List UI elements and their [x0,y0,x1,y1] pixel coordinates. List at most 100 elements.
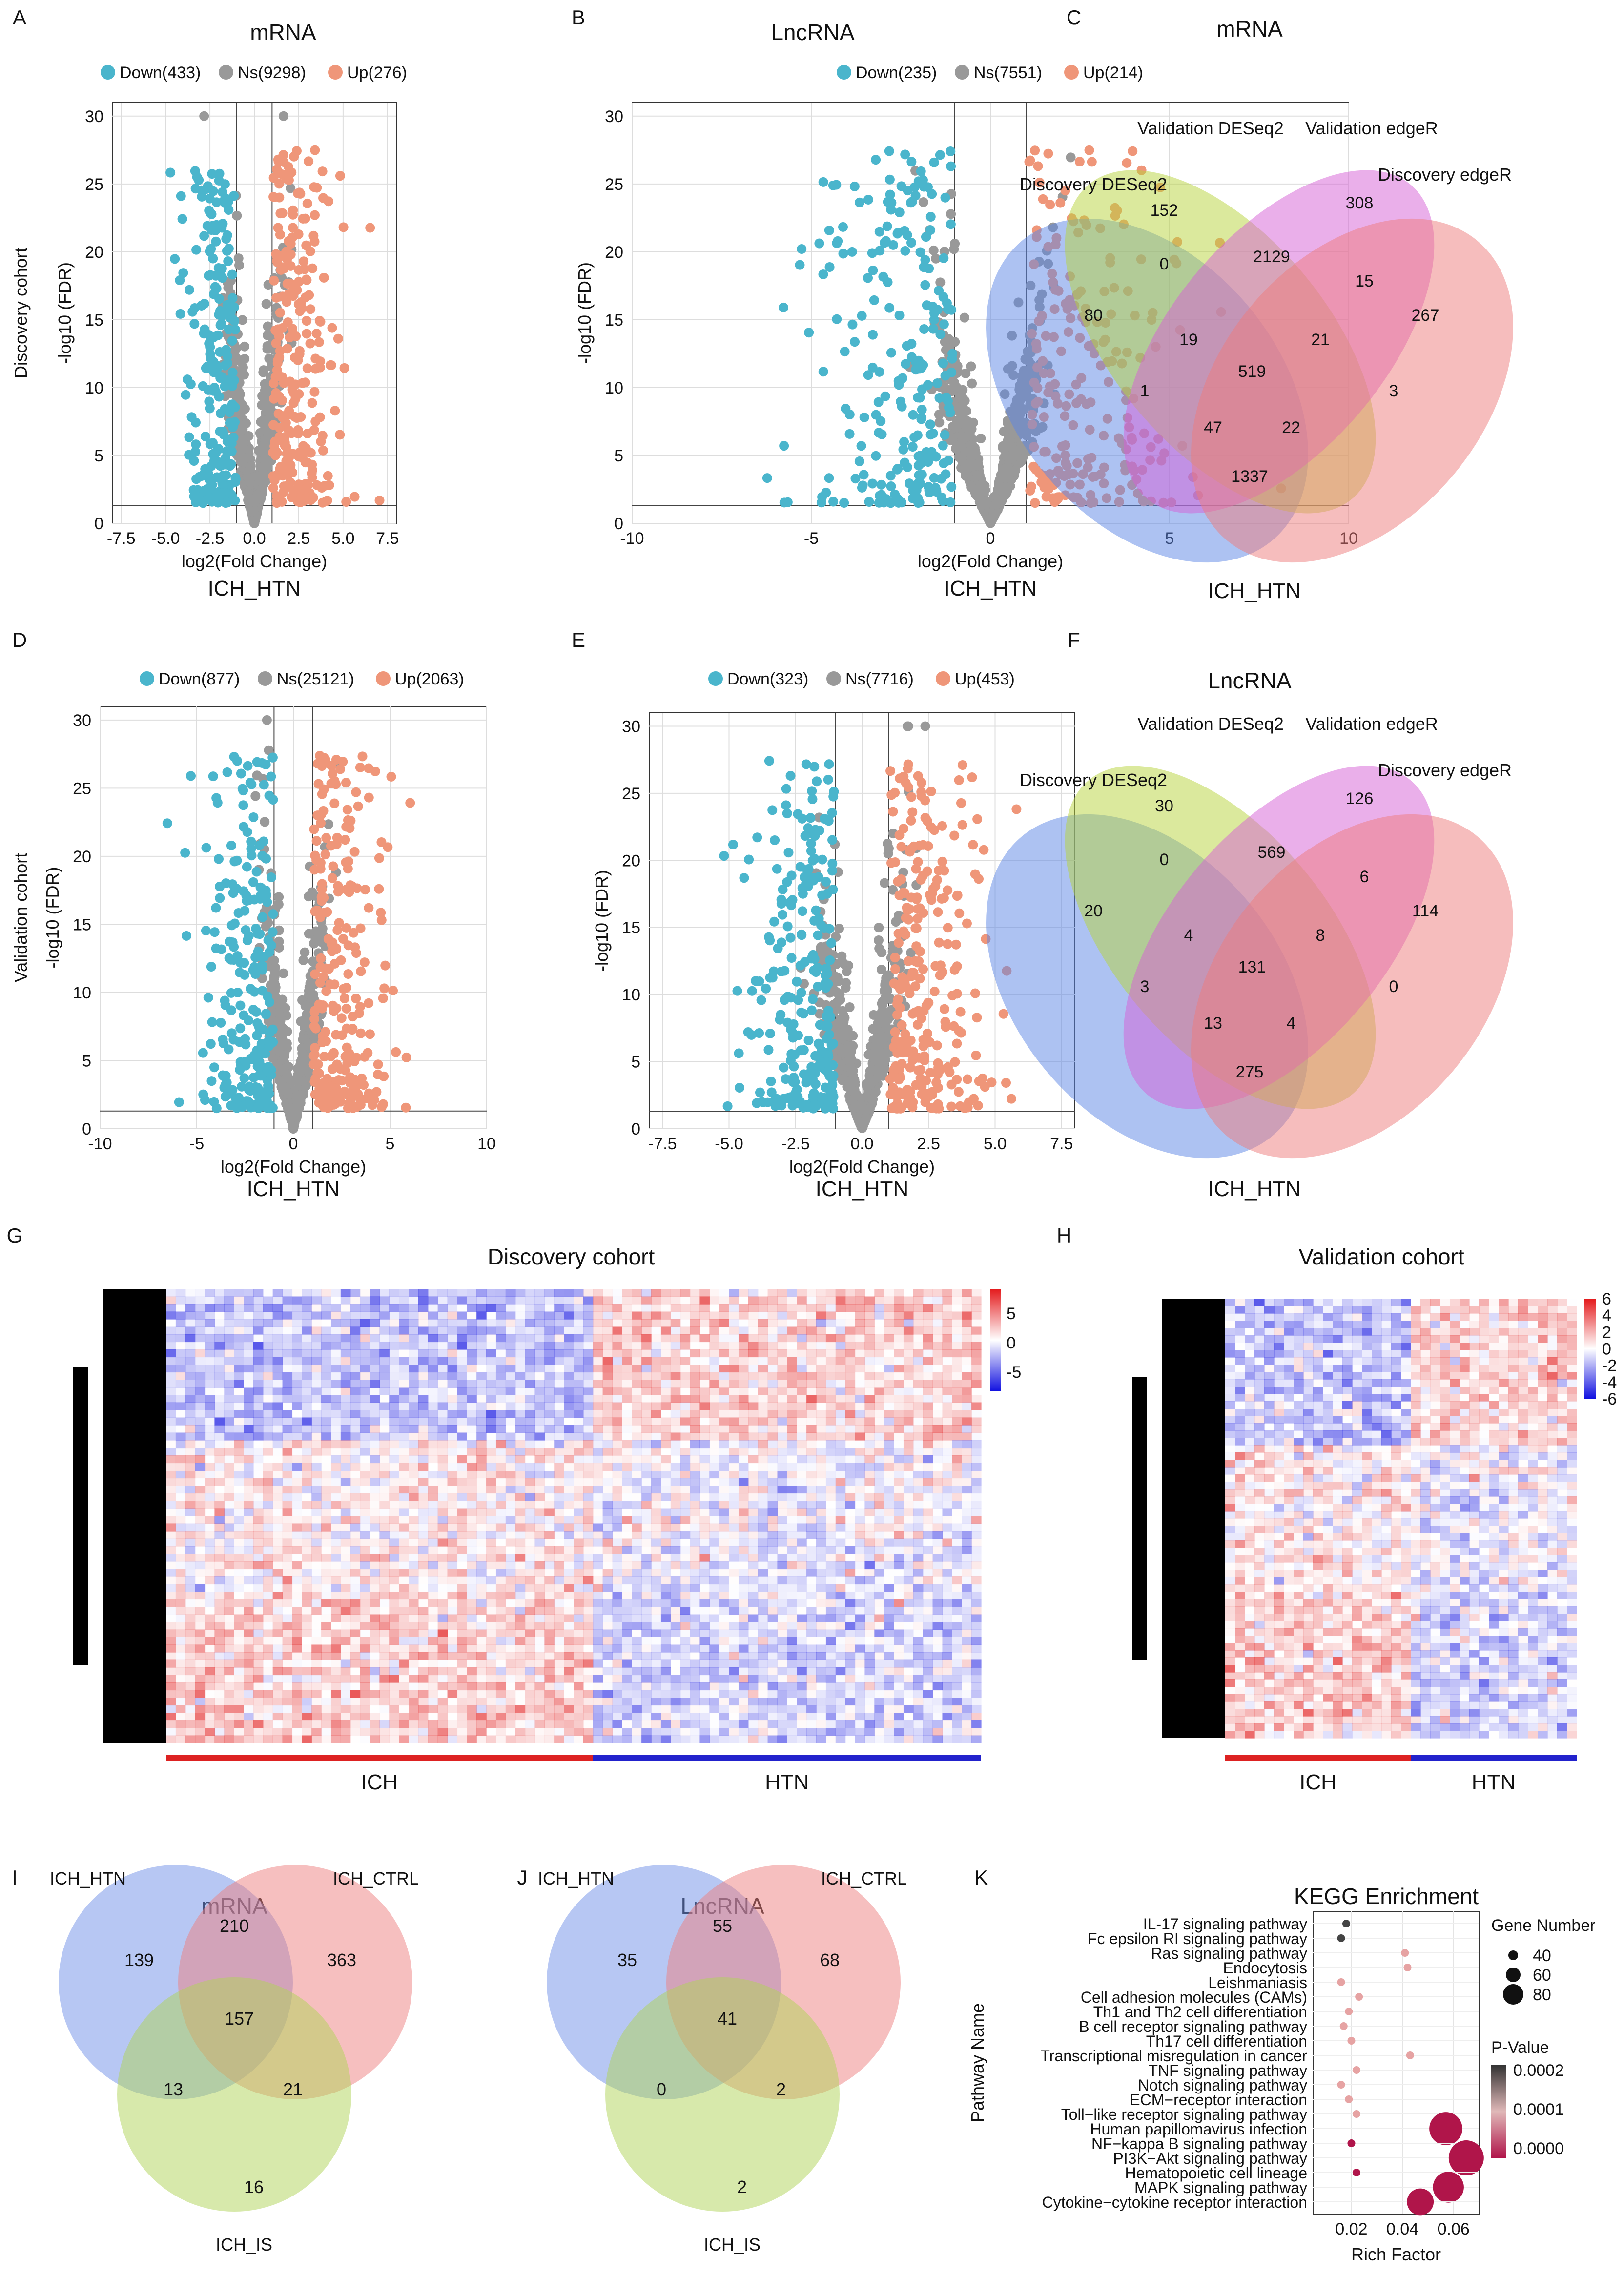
data-point [242,862,252,872]
data-point [927,189,937,199]
data-point [801,1076,811,1086]
data-point [782,921,793,932]
data-point [764,756,774,766]
data-point [863,370,873,380]
data-point [248,812,259,822]
data-point [271,388,281,398]
data-point [847,319,858,330]
data-point [207,1017,217,1027]
x-tick-label: -7.5 [648,1135,677,1153]
data-point [291,413,302,423]
data-point [962,416,972,426]
data-point [206,962,216,972]
data-point [334,918,344,928]
data-point [401,1052,411,1062]
data-point [181,390,191,400]
data-point [214,175,224,186]
data-point [959,312,969,323]
data-point [310,353,321,364]
data-point [907,196,918,207]
data-point [306,304,316,314]
data-point [920,255,930,265]
data-point [373,1069,383,1079]
data-point [237,443,247,453]
data-point [220,1092,230,1102]
data-point [321,986,331,996]
data-point [970,446,980,456]
data-point [857,311,867,321]
data-point [206,1076,217,1086]
data-point [854,456,864,466]
venn-count: 131 [1238,958,1266,976]
data-point [301,483,311,494]
data-point [298,441,308,451]
data-point [175,275,185,286]
data-point [214,854,224,864]
data-point [271,498,282,508]
data-point [922,816,932,826]
data-point [311,836,322,846]
data-point [235,967,245,977]
data-point [901,913,911,923]
data-point [946,1101,957,1112]
comparison-label: ICH_HTN [944,577,1037,601]
data-point [863,194,873,205]
data-point [294,389,304,399]
data-point [934,393,945,403]
data-point [956,798,966,808]
data-point [998,1009,1008,1019]
data-point [243,488,253,498]
data-point [1052,492,1063,502]
data-point [954,393,965,403]
y-tick-label: 30 [85,107,103,126]
data-point [305,246,315,256]
venn-count: 3 [1389,382,1398,400]
data-point [226,920,237,931]
data-point [902,230,912,240]
data-point [888,807,898,817]
data-point [232,756,242,766]
data-point [899,824,909,834]
data-point [220,1000,230,1010]
venn-count: 1337 [1231,467,1268,486]
data-point [253,1021,264,1031]
data-point [215,347,225,357]
data-point [331,1030,341,1040]
data-point [331,944,341,954]
data-point [895,773,905,784]
data-point [885,1089,896,1099]
legend-dot [219,65,233,80]
y-tick-label: 10 [73,984,91,1002]
data-point [339,363,349,373]
data-point [239,1073,249,1083]
data-point [935,277,946,288]
legend-dot [826,671,841,686]
legend-dot [258,671,272,686]
data-point [857,482,867,493]
data-point [259,399,269,409]
data-point [355,1094,365,1104]
data-point [747,986,757,996]
data-point [844,429,855,439]
data-point [933,907,943,917]
data-point [1033,161,1043,171]
data-point [307,398,317,408]
data-point [974,874,984,884]
panel-title: mRNA [1216,16,1283,41]
data-point [341,497,351,507]
data-point [405,798,415,808]
y-tick-label: 30 [73,711,91,730]
heatmap-cell [253,1289,264,1297]
data-point [275,308,285,318]
data-point [962,918,972,929]
data-point [314,1068,324,1078]
heatmap-cell [272,1289,283,1297]
comparison-label: ICH_HTN [1208,579,1301,603]
data-point [979,845,989,855]
data-point [739,873,749,883]
data-point [890,953,900,963]
data-point [186,771,196,781]
data-point [191,245,202,255]
data-point [257,391,267,401]
